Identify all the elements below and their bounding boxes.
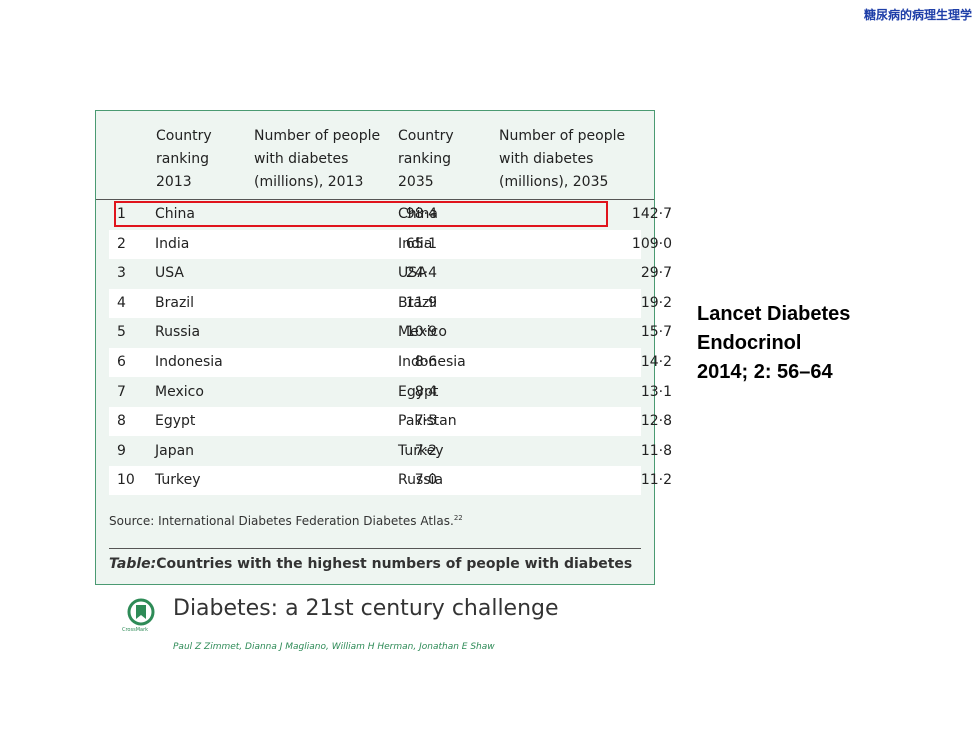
table-cell: Turkey [155,472,201,489]
article-authors: Paul Z Zimmet, Dianna J Magliano, Willia… [173,642,495,652]
table-cell: 7·0 [414,472,437,489]
table-cell: 7·2 [414,442,437,459]
source: Source: International Diabetes Federatio… [109,514,463,528]
table-cell: China [398,206,438,222]
slide-title: 糖尿病的病理生理学 [863,8,972,22]
table-row: 3 USA 24·4 USA 29·7 [109,259,672,289]
column-header: (millions), 2035 [499,174,609,190]
table-cell: 11·2 [640,472,672,489]
table-cell: 5 [117,324,126,341]
source-text: Source: International Diabetes Federatio… [109,514,454,528]
table-cell: 29·7 [640,265,672,282]
table-cell: India [398,235,433,252]
table-cell: 8·6 [414,354,437,370]
table-cell: 6 [117,354,126,370]
column-header: with diabetes [499,151,594,167]
table-cell: 13·1 [640,383,672,400]
table-cell: 11·9 [405,294,437,311]
table-cell: Egypt [398,383,439,400]
column-header: ranking [398,151,451,167]
table-cell: USA [398,265,427,282]
citation: Lancet Diabetes Endocrinol 2014; 2: 56–64 [697,300,850,387]
source-ref: 22 [453,514,463,522]
table-cell: Brazil [398,294,438,311]
table-cell: 19·2 [640,294,672,311]
table-cell: Mexico [398,324,447,341]
caption: Table:Countries with the highest numbers… [109,556,632,572]
table-cell: USA [155,265,184,282]
table-row: 1 China 98·4 China 142·7 [109,200,672,229]
caption-rule [109,548,641,549]
table-cell: 24·4 [405,265,437,282]
table-cell: 7 [117,383,126,400]
table-cell: 4 [117,294,126,311]
table-cell: Pakistan [398,413,457,430]
table-row: 2 India 65·1 India 109·0 [109,229,672,259]
table-cell: 109·0 [631,235,672,252]
table-cell: Indonesia [155,354,223,370]
table-row: 5 Russia 10·9 Mexico 15·7 [109,318,672,348]
table-cell: 3 [117,265,126,282]
article-title: Diabetes: a 21st century challenge [173,596,559,621]
citation-line: Endocrinol [697,332,802,354]
column-header: Number of people [499,128,626,144]
table-cell: 7·5 [414,413,437,430]
highlight-box [114,201,608,227]
caption-label: Table: [109,556,157,572]
column-header: Country [398,128,454,144]
column-header: 2013 [156,174,192,190]
table-cell: 1 [117,206,126,222]
table-row: 4 Brazil 11·9 Brazil 19·2 [109,288,672,318]
table-cell: 10·9 [405,324,437,341]
table-cell: Turkey [398,442,444,459]
table-cell: China [155,206,195,222]
table-cell: 15·7 [640,324,672,341]
table-cell: 12·8 [640,413,672,430]
table-cell: Japan [155,442,195,459]
table-cell: 98·4 [405,206,437,222]
column-header: (millions), 2013 [254,174,364,190]
column-header: Number of people [254,128,381,144]
table-cell: Mexico [155,383,204,400]
table-row: 6 Indonesia 8·6 Indonesia 14·2 [109,348,672,377]
table-cell: 142·7 [631,206,672,222]
table-cell: 11·8 [640,442,672,459]
table-row: 10 Turkey 7·0 Russia 11·2 [109,466,672,496]
caption-text: Countries with the highest numbers of pe… [156,556,633,572]
table-cell: Indonesia [398,354,466,370]
table-cell: 9 [117,442,126,459]
table-cell: Russia [155,324,201,341]
table-cell: 2 [117,235,126,252]
table-cell: 10 [117,472,135,489]
table-cell: 8 [117,413,126,430]
table-cell: Brazil [155,294,195,311]
table-cell: Russia [398,472,444,489]
column-header: ranking [156,151,209,167]
citation-line: 2014; 2: 56–64 [697,361,833,383]
table-cell: 8·4 [414,383,437,400]
column-header: with diabetes [254,151,349,167]
table-cell: 65·1 [405,235,437,252]
header-rule [96,199,654,200]
table-row: 8 Egypt 7·5 Pakistan 12·8 [109,407,672,437]
column-header: Country [156,128,212,144]
citation-line: Lancet Diabetes [697,303,851,325]
column-header: 2035 [398,174,434,190]
table-cell: 14·2 [640,354,672,370]
crossmark-label: CrossMark [122,627,149,633]
table-cell: Egypt [155,413,196,430]
table-box: Source: International Diabetes Federatio… [95,110,672,585]
table-row: 9 Japan 7·2 Turkey 11·8 [109,436,672,466]
crossmark-icon [127,598,155,626]
table-cell: India [155,235,190,252]
table-row: 7 Mexico 8·4 Egypt 13·1 [109,377,672,407]
